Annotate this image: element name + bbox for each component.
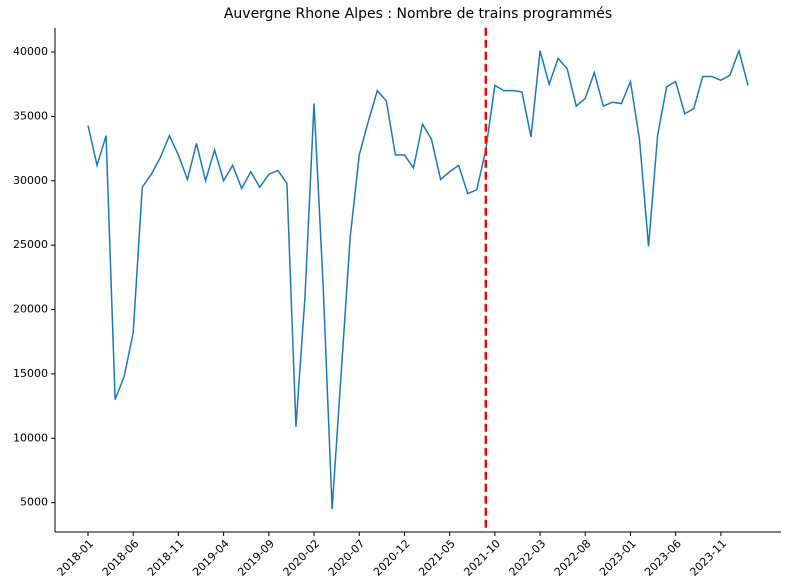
y-tick-label: 35000 xyxy=(13,109,48,122)
y-tick-label: 10000 xyxy=(13,431,48,444)
x-tick-label: 2022-03 xyxy=(507,537,549,579)
x-tick-label: 2018-06 xyxy=(100,537,142,579)
x-tick-label: 2020-02 xyxy=(281,537,323,579)
x-tick-label: 2022-08 xyxy=(552,537,594,579)
x-tick-label: 2020-07 xyxy=(326,537,368,579)
x-tick-label: 2023-06 xyxy=(642,537,684,579)
x-tick-label: 2019-04 xyxy=(190,537,232,579)
y-tick-label: 30000 xyxy=(13,174,48,187)
x-tick-label: 2023-01 xyxy=(597,537,639,579)
y-tick-label: 40000 xyxy=(13,45,48,58)
chart-title: Auvergne Rhone Alpes : Nombre de trains … xyxy=(224,6,612,22)
x-tick-label: 2020-12 xyxy=(371,537,413,579)
x-tick-label: 2018-01 xyxy=(55,537,97,579)
x-tick-label: 2018-11 xyxy=(145,537,187,579)
line-series xyxy=(87,48,749,510)
y-tick-label: 15000 xyxy=(13,367,48,380)
y-tick-label: 5000 xyxy=(20,496,48,509)
x-tick-label: 2023-11 xyxy=(687,537,729,579)
y-tick-label: 25000 xyxy=(13,238,48,251)
y-tick-label: 20000 xyxy=(13,303,48,316)
x-tick-label: 2019-09 xyxy=(235,537,277,579)
x-tick-label: 2021-05 xyxy=(416,537,458,579)
x-tick-label: 2021-10 xyxy=(461,537,503,579)
